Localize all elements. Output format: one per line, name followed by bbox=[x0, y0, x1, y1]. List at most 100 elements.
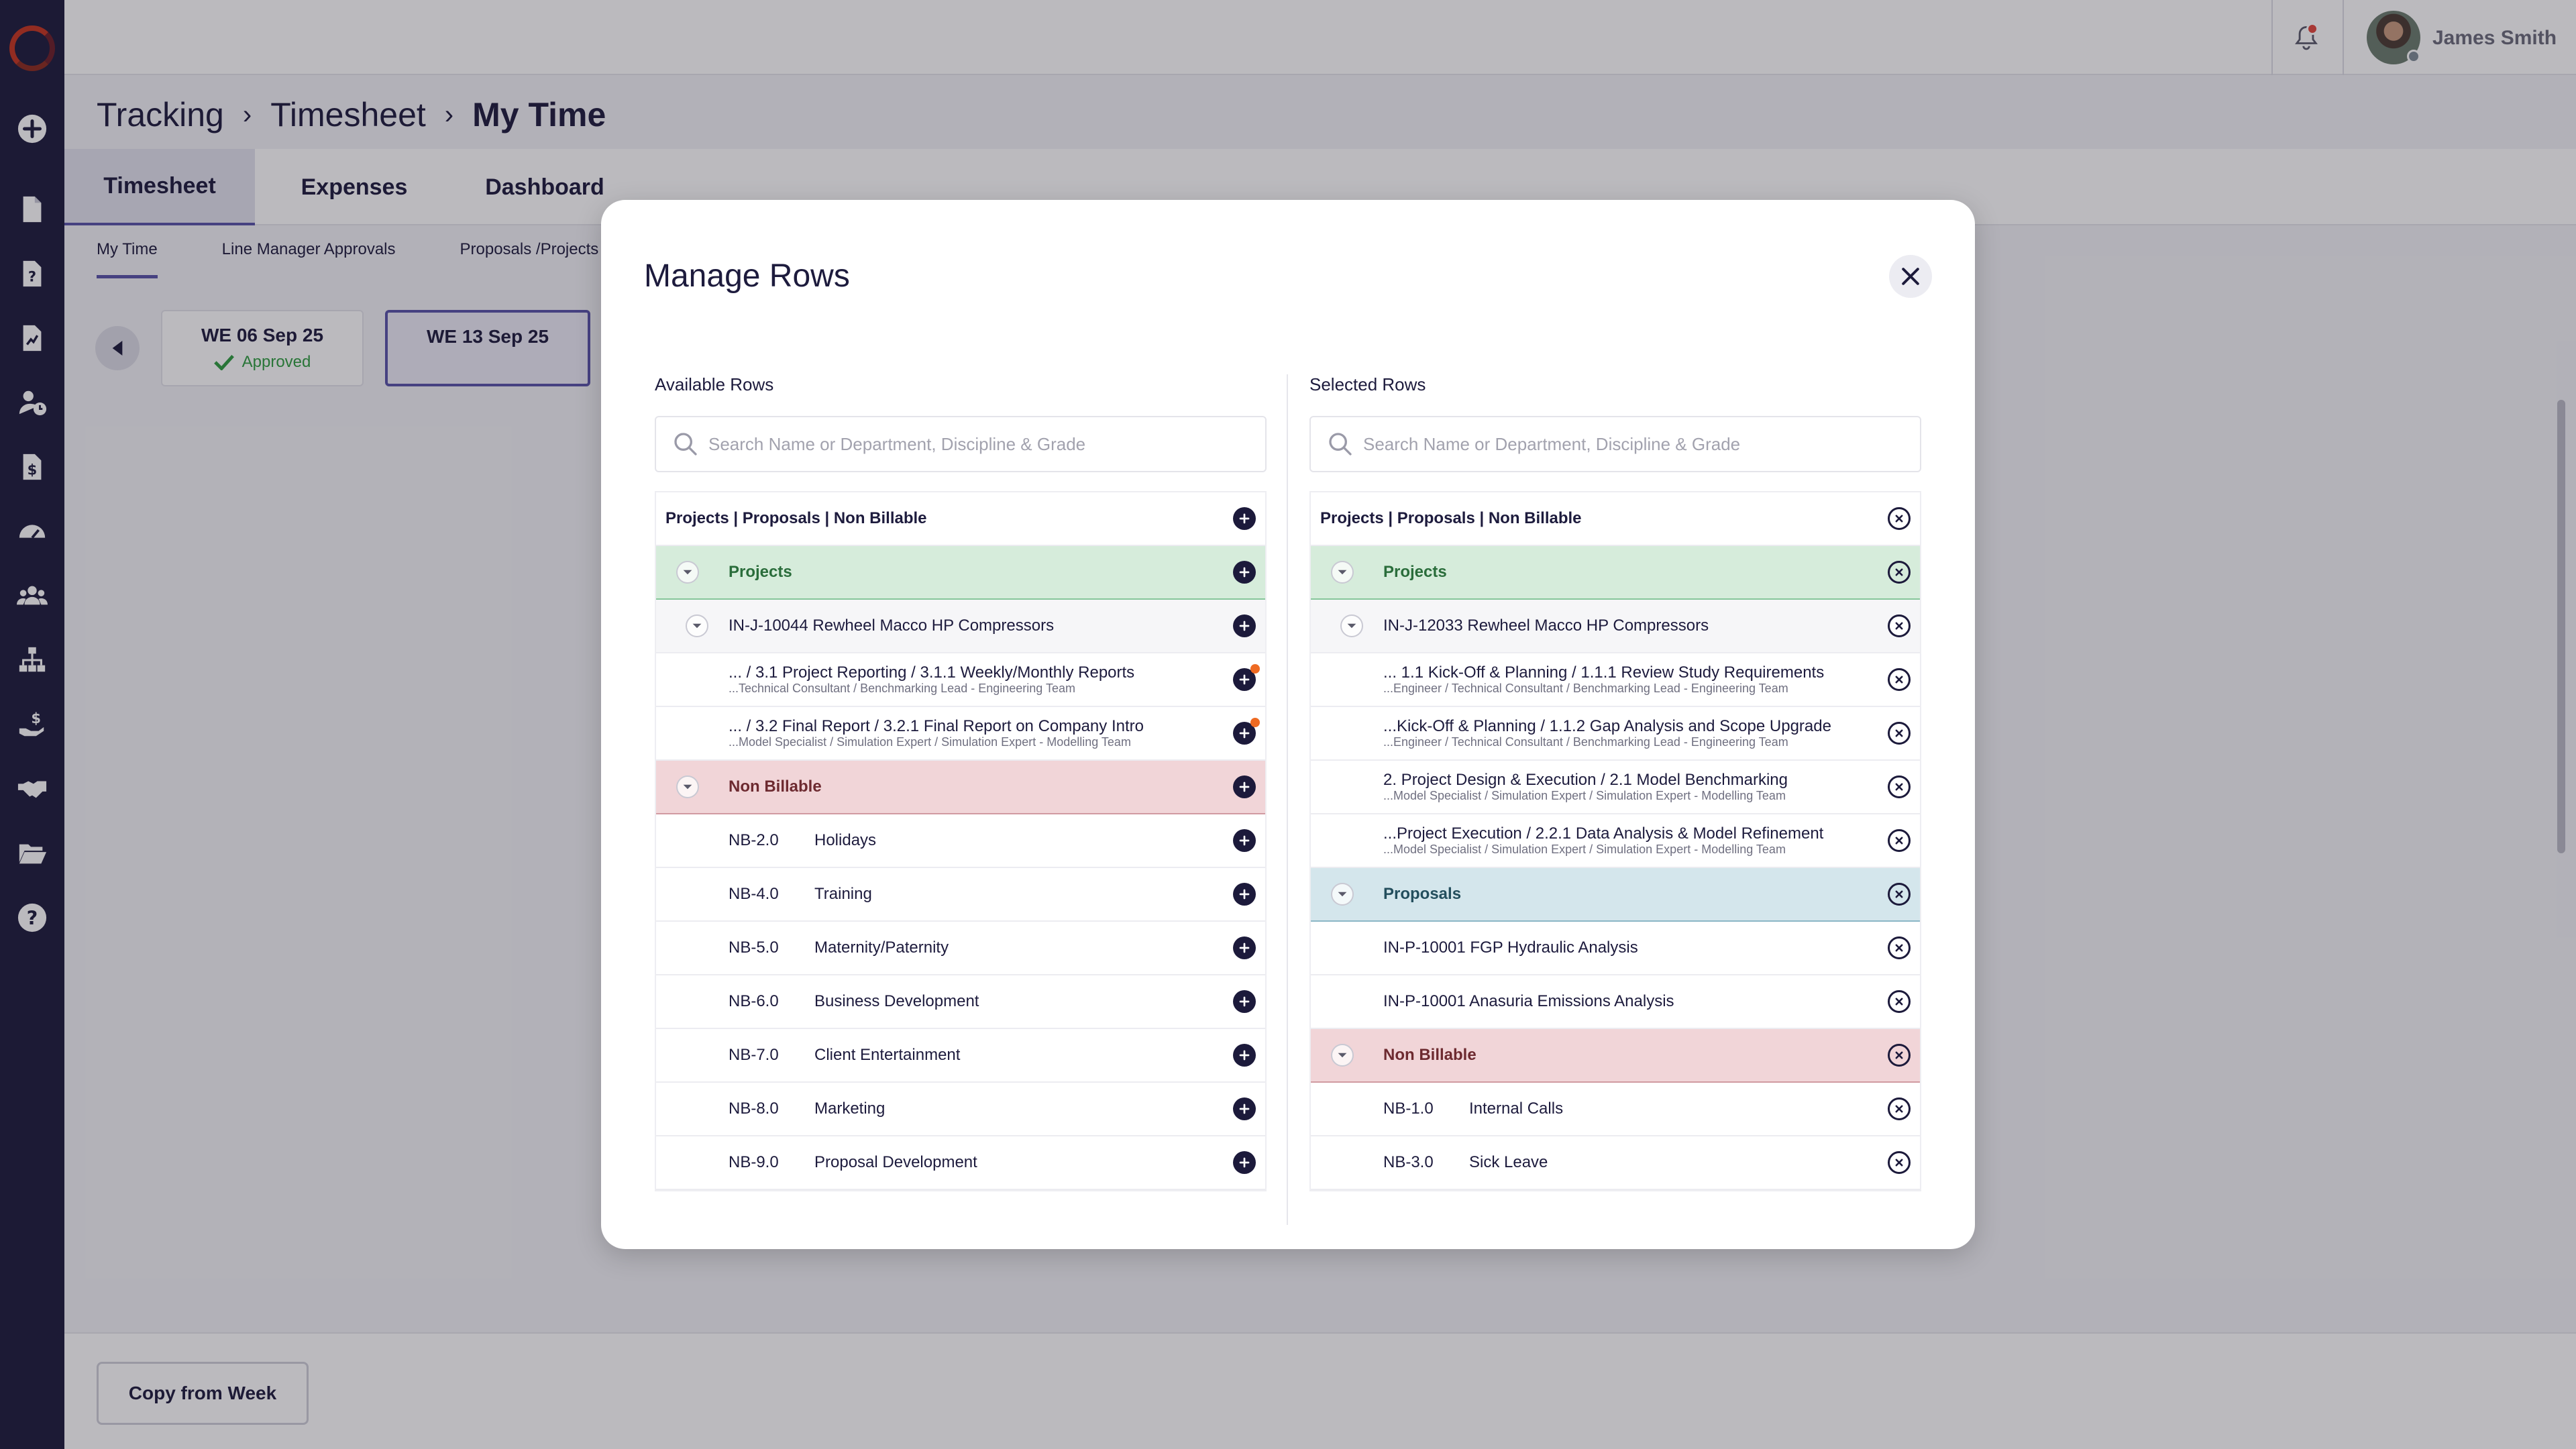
plus-icon bbox=[1239, 674, 1250, 685]
tab-expenses[interactable]: Expenses bbox=[301, 174, 408, 200]
task-row[interactable]: ... / 3.1 Project Reporting / 3.1.1 Week… bbox=[656, 653, 1265, 707]
subtab-proposals-projects[interactable]: Proposals /Projects bbox=[460, 240, 599, 258]
dashboard-gauge-icon[interactable] bbox=[16, 515, 48, 547]
remove-row-button[interactable] bbox=[1888, 1151, 1911, 1174]
add-group-button[interactable] bbox=[1233, 561, 1256, 584]
add-row-button[interactable] bbox=[1233, 1044, 1256, 1067]
tab-dashboard[interactable]: Dashboard bbox=[485, 174, 604, 200]
breadcrumb-timesheet[interactable]: Timesheet bbox=[270, 96, 426, 133]
document-question-icon[interactable]: ? bbox=[16, 258, 48, 290]
report-chart-icon[interactable] bbox=[16, 322, 48, 354]
task-row[interactable]: ...Project Execution / 2.2.1 Data Analys… bbox=[1311, 814, 1920, 868]
chevron-down-icon[interactable] bbox=[1331, 883, 1354, 906]
group-non-billable[interactable]: Non Billable bbox=[656, 761, 1265, 814]
remove-group-button[interactable] bbox=[1888, 883, 1911, 906]
nonbillable-row[interactable]: NB-3.0 Sick Leave bbox=[1311, 1136, 1920, 1190]
notification-bell-icon[interactable] bbox=[2286, 17, 2326, 58]
add-task-button[interactable] bbox=[1233, 664, 1260, 691]
add-group-button[interactable] bbox=[1233, 775, 1256, 798]
hand-money-icon[interactable]: $ bbox=[16, 708, 48, 741]
invoice-dollar-icon[interactable]: $ bbox=[16, 451, 48, 483]
nonbillable-row[interactable]: NB-9.0 Proposal Development bbox=[656, 1136, 1265, 1190]
remove-group-button[interactable] bbox=[1888, 1044, 1911, 1067]
add-row-button[interactable] bbox=[1233, 1151, 1256, 1174]
list-header: Projects | Proposals | Non Billable bbox=[656, 492, 1265, 546]
task-row[interactable]: 2. Project Design & Execution / 2.1 Mode… bbox=[1311, 761, 1920, 814]
topbar-divider bbox=[2343, 0, 2344, 75]
close-button[interactable] bbox=[1889, 255, 1932, 298]
scrollbar-thumb[interactable] bbox=[2557, 400, 2565, 853]
remove-all-button[interactable] bbox=[1888, 507, 1911, 530]
remove-task-button[interactable] bbox=[1888, 775, 1911, 798]
folder-open-icon[interactable] bbox=[16, 837, 48, 869]
project-row[interactable]: IN-J-12033 Rewheel Macco HP Compressors bbox=[1311, 600, 1920, 653]
user-clock-icon[interactable] bbox=[16, 386, 48, 419]
remove-task-button[interactable] bbox=[1888, 668, 1911, 691]
add-all-button[interactable] bbox=[1233, 507, 1256, 530]
org-chart-icon[interactable] bbox=[16, 644, 48, 676]
remove-row-button[interactable] bbox=[1888, 990, 1911, 1013]
notification-badge bbox=[2306, 23, 2318, 35]
nonbillable-row[interactable]: NB-2.0 Holidays bbox=[656, 814, 1265, 868]
nonbillable-row[interactable]: NB-5.0 Maternity/Paternity bbox=[656, 922, 1265, 975]
avatar[interactable] bbox=[2367, 11, 2420, 64]
remove-task-button[interactable] bbox=[1888, 829, 1911, 852]
task-row[interactable]: ... 1.1 Kick-Off & Planning / 1.1.1 Revi… bbox=[1311, 653, 1920, 707]
add-row-button[interactable] bbox=[1233, 883, 1256, 906]
tab-timesheet[interactable]: Timesheet bbox=[64, 149, 255, 225]
week-card[interactable]: WE 06 Sep 25 Approved bbox=[161, 310, 364, 386]
remove-row-button[interactable] bbox=[1888, 1097, 1911, 1120]
task-row[interactable]: ... / 3.2 Final Report / 3.2.1 Final Rep… bbox=[656, 707, 1265, 761]
previous-week-button[interactable] bbox=[95, 326, 140, 370]
chevron-down-icon[interactable] bbox=[1331, 1044, 1354, 1067]
chevron-down-icon[interactable] bbox=[676, 561, 699, 584]
task-title: ...Kick-Off & Planning / 1.1.2 Gap Analy… bbox=[1383, 717, 1831, 735]
handshake-icon[interactable] bbox=[16, 773, 48, 805]
nb-name: Holidays bbox=[814, 831, 877, 849]
group-projects[interactable]: Projects bbox=[1311, 546, 1920, 600]
nonbillable-row[interactable]: NB-7.0 Client Entertainment bbox=[656, 1029, 1265, 1083]
team-users-icon[interactable] bbox=[16, 580, 48, 612]
available-search-input[interactable] bbox=[708, 419, 1245, 470]
subtab-my-time[interactable]: My Time bbox=[97, 240, 158, 278]
help-circle-icon[interactable]: ? bbox=[16, 902, 48, 934]
proposal-row[interactable]: IN-P-10001 Anasuria Emissions Analysis bbox=[1311, 975, 1920, 1029]
remove-task-button[interactable] bbox=[1888, 722, 1911, 745]
week-label: WE 13 Sep 25 bbox=[426, 326, 549, 347]
user-name[interactable]: James Smith bbox=[2432, 27, 2557, 49]
add-row-button[interactable] bbox=[1233, 1097, 1256, 1120]
topbar-divider bbox=[2271, 0, 2273, 75]
copy-from-week-button[interactable]: Copy from Week bbox=[97, 1362, 309, 1425]
task-row[interactable]: ...Kick-Off & Planning / 1.1.2 Gap Analy… bbox=[1311, 707, 1920, 761]
chevron-down-icon[interactable] bbox=[676, 775, 699, 798]
nonbillable-row[interactable]: NB-8.0 Marketing bbox=[656, 1083, 1265, 1136]
nonbillable-row[interactable]: NB-1.0 Internal Calls bbox=[1311, 1083, 1920, 1136]
week-card-selected[interactable]: WE 13 Sep 25 bbox=[385, 310, 590, 386]
sub-tabs: My Time Line Manager Approvals Proposals… bbox=[97, 240, 663, 278]
remove-group-button[interactable] bbox=[1888, 561, 1911, 584]
remove-row-button[interactable] bbox=[1888, 936, 1911, 959]
group-projects[interactable]: Projects bbox=[656, 546, 1265, 600]
chevron-down-icon[interactable] bbox=[686, 614, 708, 637]
add-circle-icon[interactable] bbox=[16, 113, 48, 145]
group-proposals[interactable]: Proposals bbox=[1311, 868, 1920, 922]
group-non-billable[interactable]: Non Billable bbox=[1311, 1029, 1920, 1083]
add-project-button[interactable] bbox=[1233, 614, 1256, 637]
add-task-button[interactable] bbox=[1233, 718, 1260, 745]
document-icon[interactable] bbox=[16, 193, 48, 225]
subtab-line-manager-approvals[interactable]: Line Manager Approvals bbox=[221, 240, 396, 258]
chevron-down-icon[interactable] bbox=[1340, 614, 1363, 637]
proposal-row[interactable]: IN-P-10001 FGP Hydraulic Analysis bbox=[1311, 922, 1920, 975]
add-row-button[interactable] bbox=[1233, 990, 1256, 1013]
chevron-down-icon[interactable] bbox=[1331, 561, 1354, 584]
nonbillable-row[interactable]: NB-4.0 Training bbox=[656, 868, 1265, 922]
remove-project-button[interactable] bbox=[1888, 614, 1911, 637]
list-header-label: Projects | Proposals | Non Billable bbox=[665, 509, 927, 527]
breadcrumb-tracking[interactable]: Tracking bbox=[97, 96, 224, 133]
selected-search-input[interactable] bbox=[1363, 419, 1900, 470]
app-logo[interactable] bbox=[9, 25, 55, 71]
add-row-button[interactable] bbox=[1233, 936, 1256, 959]
add-row-button[interactable] bbox=[1233, 829, 1256, 852]
nonbillable-row[interactable]: NB-6.0 Business Development bbox=[656, 975, 1265, 1029]
project-row[interactable]: IN-J-10044 Rewheel Macco HP Compressors bbox=[656, 600, 1265, 653]
